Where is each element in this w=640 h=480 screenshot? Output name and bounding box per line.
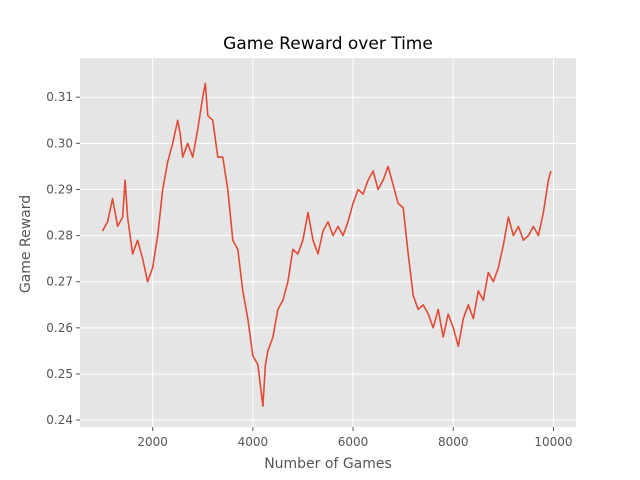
- x-tick-label: 8000: [438, 435, 469, 449]
- y-tick-label: 0.27: [46, 275, 73, 289]
- x-axis-label: Number of Games: [264, 456, 392, 472]
- y-tick-label: 0.28: [46, 229, 73, 243]
- y-tick-label: 0.31: [46, 90, 73, 104]
- chart-title: Game Reward over Time: [223, 34, 433, 54]
- x-tick-label: 6000: [338, 435, 369, 449]
- plot-area: [80, 58, 576, 427]
- y-tick-label: 0.26: [46, 321, 73, 335]
- x-tick-label: 10000: [534, 435, 572, 449]
- y-axis-label: Game Reward: [18, 195, 34, 293]
- tick-labels: 2000 4000 6000 8000 10000 0.24 0.25 0.26 0.27 0.2…: [46, 90, 572, 449]
- series-line: [101, 82, 552, 408]
- x-tick-label: 4000: [238, 435, 269, 449]
- y-tick-label: 0.29: [46, 182, 73, 196]
- x-tick-label: 2000: [137, 435, 168, 449]
- y-tick-label: 0.24: [46, 413, 73, 427]
- series-layer: [101, 82, 552, 408]
- y-tick-label: 0.30: [46, 136, 73, 150]
- y-tick-label: 0.25: [46, 367, 73, 381]
